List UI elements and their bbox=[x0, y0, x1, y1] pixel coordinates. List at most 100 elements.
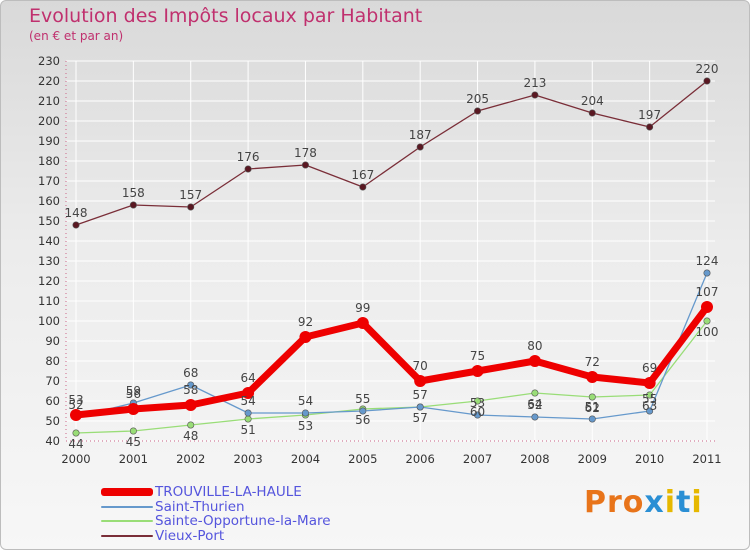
data-point bbox=[646, 123, 654, 131]
data-point bbox=[416, 143, 424, 151]
data-label: 204 bbox=[581, 94, 604, 108]
legend-swatch bbox=[101, 488, 153, 497]
y-tick-label: 110 bbox=[38, 294, 60, 308]
data-point bbox=[129, 201, 137, 209]
x-tick-label: 2009 bbox=[578, 452, 607, 466]
data-point bbox=[416, 403, 424, 411]
data-point bbox=[588, 415, 596, 423]
y-tick-label: 190 bbox=[38, 134, 60, 148]
series-line-saint-thurien bbox=[75, 272, 708, 420]
data-label: 56 bbox=[355, 413, 370, 427]
data-point bbox=[531, 91, 539, 99]
y-tick-label: 80 bbox=[45, 354, 60, 368]
legend-item: Saint-Thurien bbox=[101, 498, 331, 515]
legend-swatch bbox=[101, 534, 153, 537]
data-label: 59 bbox=[126, 384, 141, 398]
data-point bbox=[474, 411, 482, 419]
data-point bbox=[187, 203, 195, 211]
data-point bbox=[588, 393, 596, 401]
data-point bbox=[184, 399, 197, 411]
data-point bbox=[72, 221, 80, 229]
data-point bbox=[474, 397, 482, 405]
data-label: 53 bbox=[68, 393, 83, 407]
legend-label: Sainte-Opportune-la-Mare bbox=[155, 513, 331, 529]
legend-item: TROUVILLE-LA-HAULE bbox=[101, 485, 331, 500]
data-point bbox=[359, 407, 367, 415]
y-tick-label: 120 bbox=[38, 274, 60, 288]
x-tick-label: 2004 bbox=[291, 452, 320, 466]
data-label: 55 bbox=[355, 392, 370, 406]
data-label: 54 bbox=[298, 394, 313, 408]
data-label: 51 bbox=[240, 423, 255, 437]
y-tick-label: 50 bbox=[45, 414, 60, 428]
data-point bbox=[301, 409, 309, 417]
data-point bbox=[474, 107, 482, 115]
x-tick-label: 2003 bbox=[233, 452, 262, 466]
legend-label: Vieux-Port bbox=[155, 527, 225, 544]
data-point bbox=[703, 317, 711, 325]
data-label: 58 bbox=[183, 383, 198, 397]
logo-letter: P bbox=[584, 485, 607, 520]
x-tick-label: 2007 bbox=[463, 452, 492, 466]
series-line-vieux-port bbox=[75, 80, 708, 226]
data-label: 53 bbox=[470, 396, 485, 410]
y-tick-label: 170 bbox=[38, 174, 60, 188]
logo-letter: i bbox=[664, 485, 677, 520]
chart-subtitle: (en € et par an) bbox=[29, 29, 124, 43]
data-label: 69 bbox=[642, 361, 657, 375]
x-tick-label: 2010 bbox=[635, 452, 664, 466]
y-tick-label: 180 bbox=[38, 154, 60, 168]
data-label: 107 bbox=[696, 285, 719, 299]
data-label: 54 bbox=[240, 394, 255, 408]
data-point bbox=[701, 301, 713, 313]
data-label: 205 bbox=[466, 92, 489, 106]
logo-letter: i bbox=[691, 485, 703, 520]
x-tick-label: 2011 bbox=[692, 452, 721, 466]
data-point bbox=[129, 427, 137, 435]
data-label: 157 bbox=[179, 188, 202, 202]
y-tick-label: 220 bbox=[38, 74, 60, 88]
data-label: 57 bbox=[413, 411, 428, 425]
y-tick-label: 210 bbox=[38, 94, 60, 108]
data-point bbox=[586, 371, 599, 383]
data-point bbox=[187, 381, 195, 389]
data-point bbox=[244, 165, 252, 173]
data-point bbox=[703, 269, 711, 277]
data-label: 63 bbox=[642, 399, 657, 413]
logo-letter: x bbox=[644, 485, 665, 520]
data-label: 124 bbox=[696, 254, 719, 268]
data-label: 48 bbox=[183, 429, 198, 443]
data-point bbox=[244, 415, 252, 423]
data-label: 176 bbox=[237, 150, 260, 164]
data-label: 158 bbox=[122, 186, 145, 200]
data-point bbox=[72, 429, 80, 437]
logo-letter: r bbox=[607, 485, 623, 520]
y-tick-label: 100 bbox=[38, 314, 60, 328]
y-tick-label: 70 bbox=[45, 374, 60, 388]
data-point bbox=[70, 409, 82, 421]
legend-label: TROUVILLE-LA-HAULE bbox=[155, 484, 302, 500]
data-point bbox=[531, 413, 539, 421]
data-label: 70 bbox=[413, 359, 428, 373]
data-point bbox=[299, 331, 312, 343]
legend-swatch bbox=[101, 520, 153, 523]
data-point bbox=[588, 109, 596, 117]
data-point bbox=[414, 375, 427, 387]
data-label: 148 bbox=[65, 206, 88, 220]
data-point bbox=[356, 317, 369, 329]
data-point bbox=[531, 389, 539, 397]
data-point bbox=[703, 77, 711, 85]
data-point bbox=[643, 377, 656, 389]
data-point bbox=[646, 391, 654, 399]
proxiti-logo: Proxiti bbox=[584, 485, 703, 520]
data-label: 75 bbox=[470, 349, 485, 363]
legend-label: Saint-Thurien bbox=[155, 498, 245, 515]
y-tick-label: 130 bbox=[38, 254, 60, 268]
data-label: 57 bbox=[413, 388, 428, 402]
data-label: 60 bbox=[470, 405, 485, 419]
data-point bbox=[646, 407, 654, 415]
x-tick-label: 2000 bbox=[61, 452, 90, 466]
y-tick-label: 40 bbox=[45, 434, 60, 448]
